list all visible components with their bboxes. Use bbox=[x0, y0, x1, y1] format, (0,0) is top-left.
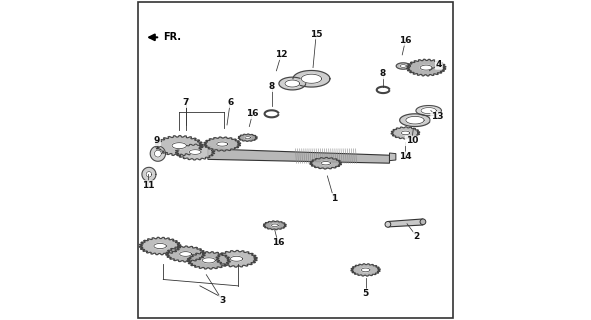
Polygon shape bbox=[279, 77, 306, 90]
Polygon shape bbox=[216, 251, 257, 267]
Polygon shape bbox=[187, 252, 230, 269]
Polygon shape bbox=[421, 108, 436, 114]
Text: 15: 15 bbox=[310, 30, 323, 39]
Polygon shape bbox=[245, 137, 251, 139]
Text: 11: 11 bbox=[142, 181, 155, 190]
Polygon shape bbox=[217, 142, 228, 146]
Text: 9: 9 bbox=[154, 136, 160, 145]
Text: 8: 8 bbox=[268, 82, 275, 91]
Text: 16: 16 bbox=[399, 36, 412, 45]
Text: 4: 4 bbox=[436, 60, 442, 69]
Polygon shape bbox=[139, 237, 181, 255]
Text: 13: 13 bbox=[431, 113, 443, 122]
Polygon shape bbox=[420, 65, 432, 70]
Polygon shape bbox=[189, 150, 201, 155]
Polygon shape bbox=[208, 149, 389, 163]
Polygon shape bbox=[407, 59, 446, 76]
Text: 6: 6 bbox=[227, 98, 233, 107]
Text: 5: 5 bbox=[362, 289, 369, 298]
Polygon shape bbox=[396, 63, 410, 69]
Polygon shape bbox=[154, 244, 166, 249]
Polygon shape bbox=[310, 157, 342, 169]
Polygon shape bbox=[406, 116, 424, 124]
Polygon shape bbox=[271, 224, 278, 227]
Polygon shape bbox=[142, 167, 156, 181]
Polygon shape bbox=[154, 150, 161, 157]
Text: 2: 2 bbox=[414, 232, 420, 241]
Text: 16: 16 bbox=[246, 109, 259, 118]
Text: 14: 14 bbox=[399, 152, 412, 161]
Polygon shape bbox=[202, 258, 215, 263]
Text: 7: 7 bbox=[183, 98, 189, 107]
Polygon shape bbox=[264, 221, 286, 230]
Circle shape bbox=[385, 221, 391, 227]
Polygon shape bbox=[401, 131, 410, 135]
Polygon shape bbox=[388, 219, 423, 227]
Polygon shape bbox=[321, 162, 330, 165]
Polygon shape bbox=[146, 172, 152, 177]
Polygon shape bbox=[361, 268, 370, 272]
Polygon shape bbox=[391, 127, 420, 139]
Text: 12: 12 bbox=[275, 50, 287, 59]
Polygon shape bbox=[238, 134, 257, 141]
Polygon shape bbox=[166, 246, 205, 262]
Polygon shape bbox=[400, 65, 407, 68]
Polygon shape bbox=[172, 143, 186, 149]
Polygon shape bbox=[204, 137, 241, 151]
Polygon shape bbox=[301, 74, 322, 83]
Text: 8: 8 bbox=[380, 69, 387, 78]
Polygon shape bbox=[389, 153, 396, 161]
Polygon shape bbox=[176, 144, 215, 160]
Polygon shape bbox=[230, 256, 243, 261]
Polygon shape bbox=[150, 146, 165, 161]
Polygon shape bbox=[293, 70, 330, 87]
Text: 10: 10 bbox=[405, 136, 418, 145]
Polygon shape bbox=[400, 114, 430, 126]
Text: 16: 16 bbox=[272, 238, 284, 247]
Text: 3: 3 bbox=[219, 296, 225, 305]
Text: 1: 1 bbox=[330, 194, 337, 203]
Polygon shape bbox=[155, 136, 203, 156]
Polygon shape bbox=[180, 252, 191, 256]
Circle shape bbox=[420, 219, 426, 225]
Polygon shape bbox=[351, 264, 380, 276]
Polygon shape bbox=[416, 106, 441, 116]
Text: FR.: FR. bbox=[163, 32, 181, 42]
Polygon shape bbox=[285, 80, 300, 87]
